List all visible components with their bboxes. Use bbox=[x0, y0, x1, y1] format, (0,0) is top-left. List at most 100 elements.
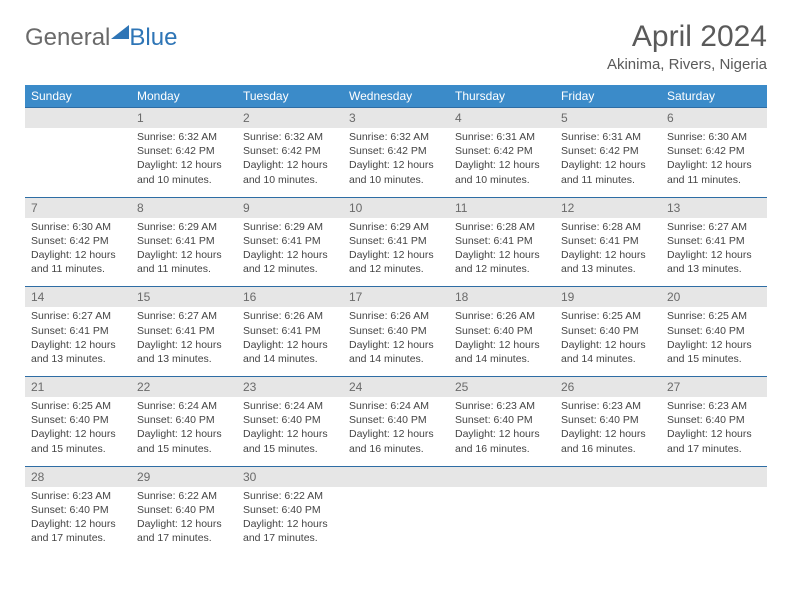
daylight-text: Daylight: 12 hours bbox=[243, 517, 337, 531]
daylight-text: Daylight: 12 hours bbox=[667, 338, 761, 352]
daylight-text: and 11 minutes. bbox=[561, 173, 655, 187]
day-number-cell: 29 bbox=[131, 466, 237, 487]
day-number: 27 bbox=[667, 380, 680, 394]
dow-sunday: Sunday bbox=[25, 85, 131, 108]
sunrise-text: Sunrise: 6:32 AM bbox=[137, 130, 231, 144]
sunrise-text: Sunrise: 6:30 AM bbox=[667, 130, 761, 144]
day-number-cell bbox=[555, 466, 661, 487]
dow-saturday: Saturday bbox=[661, 85, 767, 108]
day-number-cell: 5 bbox=[555, 108, 661, 129]
daylight-text: and 16 minutes. bbox=[349, 442, 443, 456]
sunset-text: Sunset: 6:41 PM bbox=[561, 234, 655, 248]
sunset-text: Sunset: 6:42 PM bbox=[667, 144, 761, 158]
daylight-text: Daylight: 12 hours bbox=[349, 338, 443, 352]
day-body-cell bbox=[555, 487, 661, 556]
sunrise-text: Sunrise: 6:31 AM bbox=[455, 130, 549, 144]
sunset-text: Sunset: 6:42 PM bbox=[137, 144, 231, 158]
day-body-row: Sunrise: 6:25 AMSunset: 6:40 PMDaylight:… bbox=[25, 397, 767, 466]
logo-text-blue: Blue bbox=[129, 24, 177, 52]
daylight-text: and 16 minutes. bbox=[561, 442, 655, 456]
sunrise-text: Sunrise: 6:27 AM bbox=[137, 309, 231, 323]
daylight-text: Daylight: 12 hours bbox=[349, 248, 443, 262]
sunset-text: Sunset: 6:41 PM bbox=[455, 234, 549, 248]
logo: General Blue bbox=[25, 24, 177, 52]
day-number-cell: 21 bbox=[25, 377, 131, 398]
daylight-text: and 10 minutes. bbox=[137, 173, 231, 187]
sunrise-text: Sunrise: 6:23 AM bbox=[667, 399, 761, 413]
day-number: 14 bbox=[31, 290, 44, 304]
day-body-row: Sunrise: 6:30 AMSunset: 6:42 PMDaylight:… bbox=[25, 218, 767, 287]
day-body-cell: Sunrise: 6:24 AMSunset: 6:40 PMDaylight:… bbox=[343, 397, 449, 466]
day-body-cell: Sunrise: 6:26 AMSunset: 6:41 PMDaylight:… bbox=[237, 307, 343, 376]
sunset-text: Sunset: 6:42 PM bbox=[31, 234, 125, 248]
day-body-cell: Sunrise: 6:32 AMSunset: 6:42 PMDaylight:… bbox=[237, 128, 343, 197]
day-body-cell: Sunrise: 6:23 AMSunset: 6:40 PMDaylight:… bbox=[449, 397, 555, 466]
daylight-text: and 17 minutes. bbox=[137, 531, 231, 545]
day-number-cell bbox=[449, 466, 555, 487]
day-body-cell: Sunrise: 6:29 AMSunset: 6:41 PMDaylight:… bbox=[131, 218, 237, 287]
daylight-text: Daylight: 12 hours bbox=[667, 248, 761, 262]
day-number: 23 bbox=[243, 380, 256, 394]
day-number: 2 bbox=[243, 111, 250, 125]
day-body-cell: Sunrise: 6:29 AMSunset: 6:41 PMDaylight:… bbox=[343, 218, 449, 287]
daylight-text: and 13 minutes. bbox=[561, 262, 655, 276]
sunrise-text: Sunrise: 6:29 AM bbox=[137, 220, 231, 234]
sunrise-text: Sunrise: 6:29 AM bbox=[243, 220, 337, 234]
sunset-text: Sunset: 6:41 PM bbox=[349, 234, 443, 248]
day-number: 28 bbox=[31, 470, 44, 484]
sunset-text: Sunset: 6:42 PM bbox=[243, 144, 337, 158]
day-number-cell: 25 bbox=[449, 377, 555, 398]
calendar-body: 123456Sunrise: 6:32 AMSunset: 6:42 PMDay… bbox=[25, 108, 767, 556]
sunrise-text: Sunrise: 6:22 AM bbox=[243, 489, 337, 503]
day-body-cell: Sunrise: 6:22 AMSunset: 6:40 PMDaylight:… bbox=[237, 487, 343, 556]
day-number: 17 bbox=[349, 290, 362, 304]
day-number-cell: 20 bbox=[661, 287, 767, 308]
sunset-text: Sunset: 6:40 PM bbox=[243, 503, 337, 517]
day-number: 6 bbox=[667, 111, 674, 125]
day-body-cell bbox=[449, 487, 555, 556]
day-number-cell: 9 bbox=[237, 197, 343, 218]
day-body-cell: Sunrise: 6:25 AMSunset: 6:40 PMDaylight:… bbox=[555, 307, 661, 376]
sunrise-text: Sunrise: 6:27 AM bbox=[667, 220, 761, 234]
day-number-cell: 4 bbox=[449, 108, 555, 129]
daylight-text: Daylight: 12 hours bbox=[31, 517, 125, 531]
dow-friday: Friday bbox=[555, 85, 661, 108]
daylight-text: Daylight: 12 hours bbox=[31, 427, 125, 441]
day-number: 21 bbox=[31, 380, 44, 394]
day-body-row: Sunrise: 6:32 AMSunset: 6:42 PMDaylight:… bbox=[25, 128, 767, 197]
sunset-text: Sunset: 6:40 PM bbox=[561, 413, 655, 427]
daylight-text: and 15 minutes. bbox=[31, 442, 125, 456]
day-number-cell: 24 bbox=[343, 377, 449, 398]
day-number-row: 123456 bbox=[25, 108, 767, 129]
sunrise-text: Sunrise: 6:26 AM bbox=[349, 309, 443, 323]
sunset-text: Sunset: 6:40 PM bbox=[455, 324, 549, 338]
sunrise-text: Sunrise: 6:31 AM bbox=[561, 130, 655, 144]
day-number: 15 bbox=[137, 290, 150, 304]
daylight-text: Daylight: 12 hours bbox=[349, 158, 443, 172]
day-number: 24 bbox=[349, 380, 362, 394]
sunrise-text: Sunrise: 6:25 AM bbox=[667, 309, 761, 323]
daylight-text: and 10 minutes. bbox=[455, 173, 549, 187]
day-number-cell: 30 bbox=[237, 466, 343, 487]
day-number: 22 bbox=[137, 380, 150, 394]
day-number: 20 bbox=[667, 290, 680, 304]
day-body-cell: Sunrise: 6:28 AMSunset: 6:41 PMDaylight:… bbox=[555, 218, 661, 287]
sunset-text: Sunset: 6:40 PM bbox=[349, 413, 443, 427]
day-number-row: 78910111213 bbox=[25, 197, 767, 218]
daylight-text: and 13 minutes. bbox=[31, 352, 125, 366]
sunrise-text: Sunrise: 6:32 AM bbox=[243, 130, 337, 144]
daylight-text: and 12 minutes. bbox=[455, 262, 549, 276]
daylight-text: and 14 minutes. bbox=[455, 352, 549, 366]
daylight-text: and 13 minutes. bbox=[137, 352, 231, 366]
day-number: 30 bbox=[243, 470, 256, 484]
day-body-cell: Sunrise: 6:32 AMSunset: 6:42 PMDaylight:… bbox=[343, 128, 449, 197]
day-number: 10 bbox=[349, 201, 362, 215]
logo-text-general: General bbox=[25, 24, 110, 52]
daylight-text: and 12 minutes. bbox=[243, 262, 337, 276]
day-number-row: 14151617181920 bbox=[25, 287, 767, 308]
day-number-cell: 26 bbox=[555, 377, 661, 398]
day-number: 7 bbox=[31, 201, 38, 215]
day-number-cell: 28 bbox=[25, 466, 131, 487]
sunset-text: Sunset: 6:40 PM bbox=[349, 324, 443, 338]
sunrise-text: Sunrise: 6:27 AM bbox=[31, 309, 125, 323]
